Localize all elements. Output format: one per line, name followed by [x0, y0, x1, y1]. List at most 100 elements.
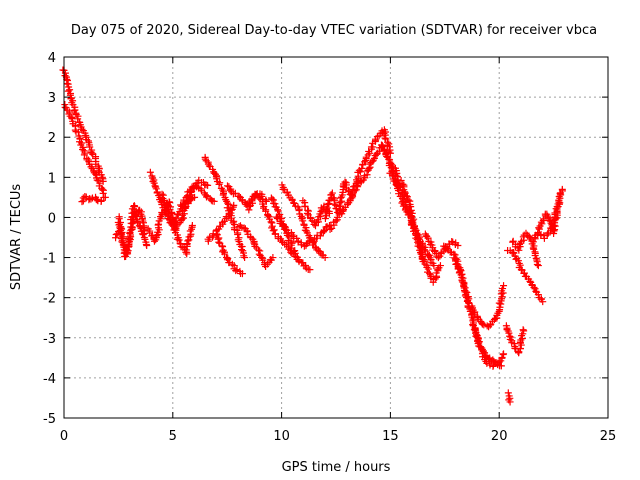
- data-point: [414, 233, 422, 241]
- y-tick-label: 2: [48, 131, 56, 146]
- data-point: [74, 128, 82, 136]
- data-point: [146, 168, 154, 176]
- data-point: [322, 205, 330, 213]
- series-trace-ah: [529, 189, 564, 246]
- data-point: [269, 254, 277, 262]
- data-point: [498, 353, 506, 361]
- data-point: [400, 201, 408, 209]
- data-point: [124, 236, 132, 244]
- data-point: [407, 212, 415, 220]
- data-point: [225, 211, 233, 219]
- data-point: [506, 398, 514, 406]
- data-point: [311, 222, 319, 230]
- y-tick-label: 3: [48, 91, 56, 106]
- data-point: [187, 230, 195, 238]
- data-point: [509, 249, 517, 257]
- data-point: [423, 232, 431, 240]
- data-point: [152, 183, 160, 191]
- data-point: [369, 156, 377, 164]
- data-point: [92, 170, 100, 178]
- data-point: [544, 212, 552, 220]
- data-point: [403, 193, 411, 201]
- data-point: [555, 193, 563, 201]
- data-point: [404, 196, 412, 204]
- data-point: [158, 190, 166, 198]
- x-tick-label: 20: [491, 429, 508, 444]
- data-point: [332, 217, 340, 225]
- data-point: [454, 242, 462, 250]
- data-point: [143, 242, 151, 250]
- data-point: [299, 217, 307, 225]
- data-point: [424, 234, 432, 242]
- data-point: [314, 216, 322, 224]
- y-tick-label: 1: [48, 171, 56, 186]
- data-point: [480, 321, 488, 329]
- data-point: [98, 173, 106, 181]
- data-point: [172, 214, 180, 222]
- data-point: [341, 178, 349, 186]
- data-point: [535, 224, 543, 232]
- y-axis-title: SDTVAR / TECUs: [9, 184, 24, 291]
- data-point: [181, 203, 189, 211]
- data-point: [519, 233, 527, 241]
- data-point: [288, 231, 296, 239]
- data-point: [352, 186, 360, 194]
- data-point: [356, 168, 364, 176]
- series-trace-b: [61, 101, 107, 197]
- data-point: [204, 181, 212, 189]
- data-point: [515, 246, 523, 254]
- data-point: [419, 252, 427, 260]
- data-point: [224, 200, 232, 208]
- series-trace-u: [326, 141, 401, 233]
- data-point: [112, 234, 120, 242]
- x-axis-title: GPS time / hours: [282, 460, 391, 475]
- series-trace-a: [59, 66, 107, 185]
- data-point: [301, 203, 309, 211]
- data-point: [242, 201, 250, 209]
- chart-title: Day 075 of 2020, Sidereal Day-to-day VTE…: [71, 23, 597, 38]
- data-point: [385, 156, 393, 164]
- data-point: [187, 188, 195, 196]
- data-point: [461, 292, 469, 300]
- data-point: [387, 161, 395, 169]
- data-point: [251, 242, 259, 250]
- data-point: [420, 256, 428, 264]
- data-point: [274, 206, 282, 214]
- x-tick-label: 25: [600, 429, 617, 444]
- data-point: [402, 192, 410, 200]
- series-trace-n: [235, 222, 277, 270]
- data-point: [66, 86, 74, 94]
- data-point: [475, 342, 483, 350]
- data-point: [306, 266, 314, 274]
- data-point: [460, 282, 468, 290]
- data-point: [278, 220, 286, 228]
- data-point: [255, 194, 263, 202]
- data-point: [223, 182, 231, 190]
- data-point: [434, 254, 442, 262]
- data-point: [321, 254, 329, 262]
- series-trace-i: [179, 182, 218, 213]
- data-point: [210, 197, 218, 205]
- data-point: [165, 210, 173, 218]
- data-point: [270, 226, 278, 234]
- data-marks: [59, 66, 566, 406]
- data-point: [245, 206, 253, 214]
- data-point: [430, 262, 438, 270]
- data-point: [80, 151, 88, 159]
- data-point: [425, 269, 433, 277]
- data-point: [215, 238, 223, 246]
- data-point: [323, 204, 331, 212]
- data-point: [150, 237, 158, 245]
- data-point: [226, 186, 234, 194]
- data-point: [540, 215, 548, 223]
- data-point: [274, 207, 282, 215]
- data-point: [373, 133, 381, 141]
- data-point: [409, 219, 417, 227]
- series-trace-ac: [502, 322, 528, 357]
- data-point: [380, 129, 388, 137]
- data-point: [321, 227, 329, 235]
- data-point: [326, 225, 334, 233]
- data-point: [101, 193, 109, 201]
- data-point: [329, 194, 337, 202]
